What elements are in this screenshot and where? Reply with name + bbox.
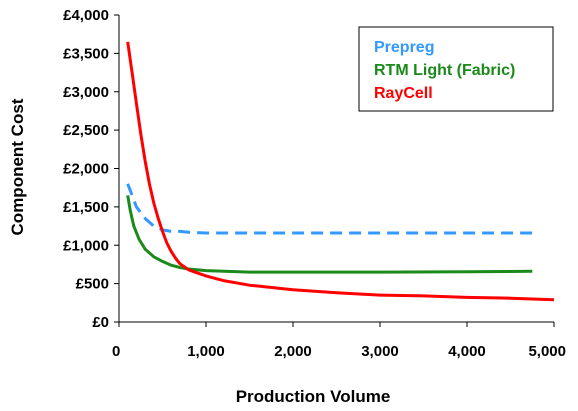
y-tick-label: £3,000 [63,84,109,101]
x-tick-label: 3,000 [361,343,399,360]
x-tick-label: 5,000 [528,343,566,360]
y-tick-label: £1,000 [63,237,109,254]
y-tick-label: £0 [92,314,109,331]
legend-item-0: Prepreg [374,39,434,56]
y-tick-label: £3,500 [63,45,109,62]
y-tick-label: £2,500 [63,122,109,139]
legend: Prepreg RTM Light (Fabric) RayCell [358,26,554,112]
y-axis-title: Component Cost [8,98,27,235]
x-tick-label: 4,000 [448,343,486,360]
y-axis-ticks: £0 £500 £1,000 £1,500 £2,000 £2,500 £3,000 £3,5… [63,7,119,331]
x-tick-label: 2,000 [274,343,312,360]
x-tick-label: 1,000 [187,343,225,360]
series-layer [126,41,555,302]
series-line-1 [126,195,533,274]
x-axis-ticks: 0 1,000 2,000 3,000 4,000 5,000 [112,322,566,360]
legend-box [358,26,554,112]
x-axis-title: Production Volume [236,387,391,406]
y-tick-label: £4,000 [63,7,109,24]
series-line-2 [126,41,555,302]
y-tick-label: £500 [76,276,109,293]
series-line-0 [126,183,533,235]
legend-item-1: RTM Light (Fabric) [374,62,515,79]
x-tick-label: 0 [112,343,120,360]
legend-item-2: RayCell [374,85,433,102]
y-tick-label: £2,000 [63,161,109,178]
y-tick-label: £1,500 [63,199,109,216]
